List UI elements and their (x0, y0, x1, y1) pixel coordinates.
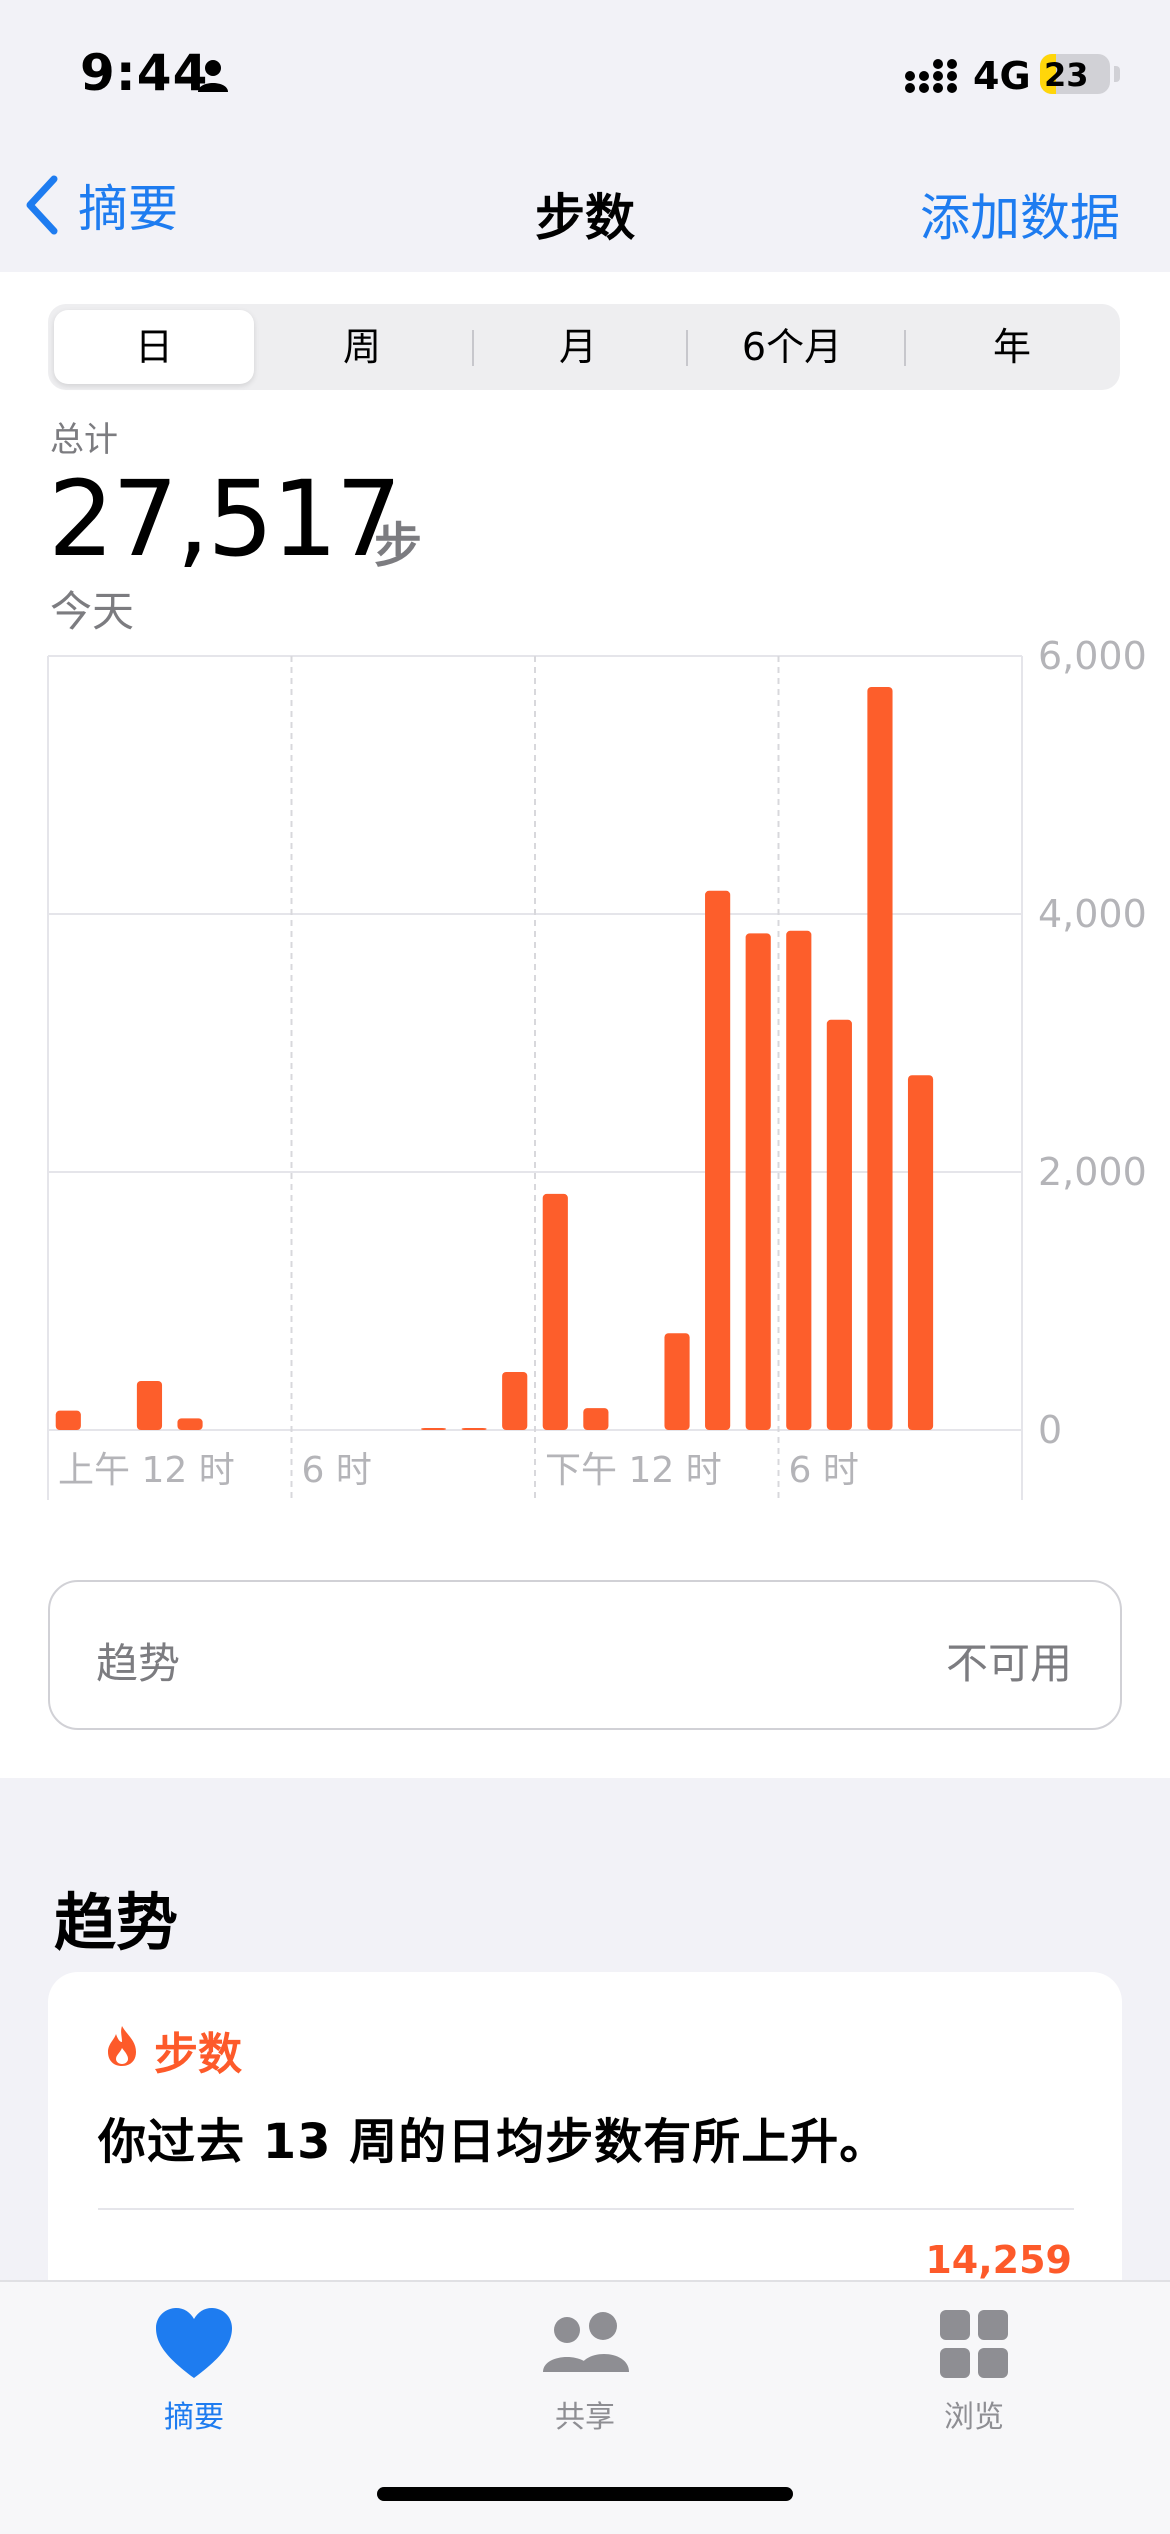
chart-bar (136, 1380, 163, 1430)
steps-card (0, 272, 1170, 1778)
segment-divider (686, 330, 688, 366)
chart-x-tick-label: 6 时 (789, 1450, 859, 1491)
person-icon (198, 60, 228, 92)
back-label: 摘要 (78, 180, 178, 238)
chart-bar (542, 1193, 568, 1430)
chart-bar (705, 890, 731, 1430)
trend-card-tag: 步数 (154, 2029, 242, 2080)
chart-bar (786, 930, 812, 1430)
tab-sharing-label: 共享 (555, 2400, 615, 2435)
trend-availability-row[interactable]: 趋势 不可用 (48, 1580, 1122, 1730)
trends-section-title: 趋势 (54, 1886, 179, 1959)
heart-icon (156, 2308, 232, 2378)
trend-card-divider (98, 2208, 1074, 2210)
segment-year[interactable]: 年 (992, 325, 1031, 369)
add-data-button[interactable]: 添加数据 (920, 189, 1120, 247)
total-label: 总计 (50, 420, 118, 460)
chart-bar (745, 933, 771, 1430)
total-date: 今天 (50, 587, 135, 636)
chart-bar (55, 1410, 81, 1430)
segment-day[interactable]: 日 (54, 310, 254, 384)
grid-icon (940, 2310, 1008, 2378)
tab-browse-label: 浏览 (944, 2400, 1004, 2435)
flame-icon (108, 2026, 136, 2066)
trend-row-value: 不可用 (945, 1639, 1072, 1688)
people-icon (543, 2312, 629, 2372)
chart-x-tick-label: 6 时 (302, 1450, 372, 1491)
battery-icon: 23 (1040, 54, 1110, 94)
status-time: 9:44 (80, 44, 209, 102)
tab-summary[interactable]: 摘要 (64, 2306, 324, 2436)
total-steps-value: 27,517 (48, 458, 402, 580)
chart-y-tick-label: 0 (1038, 1408, 1062, 1452)
tab-summary-label: 摘要 (164, 2400, 224, 2435)
chart-bar (826, 1019, 852, 1430)
chart-y-tick-label: 6,000 (1038, 640, 1147, 678)
steps-bar-chart[interactable]: 6,000 4,000 2,000 0 上午 12 时 6 时 下午 12 时 6 时 (40, 640, 1170, 1520)
battery-percent: 23 (1044, 56, 1089, 94)
chart-bar (177, 1418, 203, 1430)
cellular-signal-icon (905, 59, 957, 93)
chart-bar (664, 1333, 690, 1430)
total-steps-unit: 步 (374, 518, 423, 574)
chart-y-tick-label: 2,000 (1038, 1150, 1147, 1194)
chevron-left-icon (26, 175, 58, 235)
trend-card-value: 14,259 (925, 2238, 1072, 2282)
battery-fill (1040, 54, 1057, 94)
chart-x-tick-label: 下午 12 时 (545, 1450, 722, 1491)
tab-sharing[interactable]: 共享 (455, 2306, 715, 2436)
chart-bar (907, 1075, 934, 1430)
trend-row-label: 趋势 (96, 1639, 181, 1688)
tab-browse[interactable]: 浏览 (844, 2306, 1104, 2436)
page-title: 步数 (535, 189, 635, 247)
home-indicator (377, 2487, 793, 2501)
time-range-segmented-control: 日 周 月 6个月 年 (48, 304, 1120, 390)
chart-bar (867, 686, 893, 1430)
battery-nub (1114, 66, 1120, 82)
back-button[interactable]: 摘要 (22, 170, 178, 240)
network-type: 4G (973, 54, 1031, 98)
segment-divider (472, 330, 474, 366)
segment-month[interactable]: 月 (558, 325, 597, 369)
chart-bar (461, 1428, 487, 1430)
status-bar: 9:44 4G 23 (0, 0, 1170, 150)
chart-bar (502, 1371, 528, 1430)
chart-bar (420, 1428, 447, 1430)
chart-bar (583, 1408, 609, 1430)
segment-6-months[interactable]: 6个月 (741, 325, 843, 369)
trend-card-text: 你过去 13 周的日均步数有所上升。 (98, 2114, 889, 2170)
segment-divider (904, 330, 906, 366)
chart-y-tick-label: 4,000 (1038, 892, 1147, 936)
segment-week[interactable]: 周 (342, 325, 381, 369)
chart-x-tick-label: 上午 12 时 (58, 1450, 235, 1491)
